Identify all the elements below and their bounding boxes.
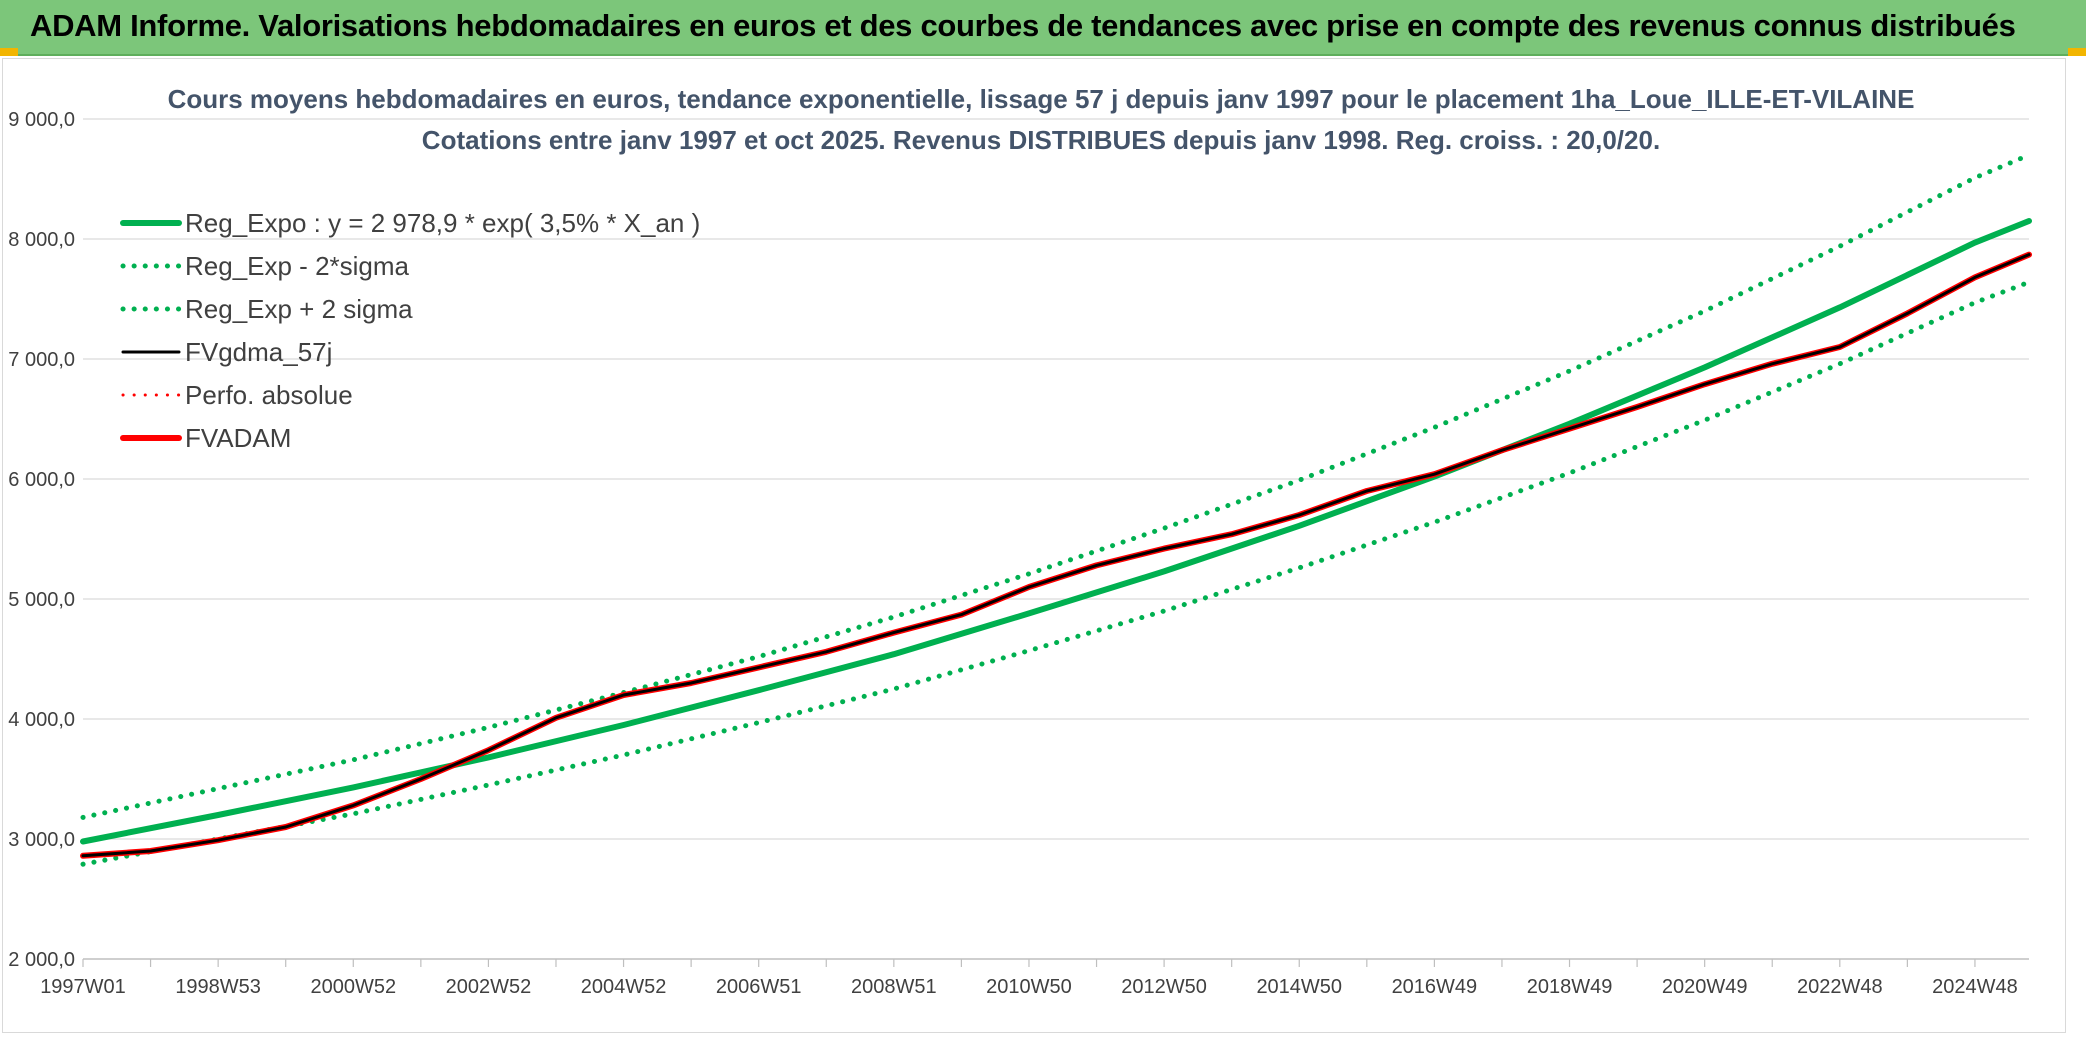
x-tick-label: 2018W49 [1527,976,1613,998]
x-tick-label: 2006W51 [716,976,802,998]
x-tick-label: 2024W48 [1932,976,2018,998]
y-tick-label: 4 000,0 [8,709,75,731]
x-tick-label: 2016W49 [1392,976,1478,998]
legend-label-2: Reg_Exp + 2 sigma [185,294,413,324]
legend-label-3: FVgdma_57j [185,337,332,367]
chart-subtitle: Cotations entre janv 1997 et oct 2025. R… [422,125,1660,155]
chart-title: Cours moyens hebdomadaires en euros, ten… [168,84,1915,114]
series-line-5 [80,251,2032,859]
series-line-4 [81,253,2031,859]
x-tick-label: 2012W50 [1121,976,1207,998]
series-line-1 [80,279,2032,867]
legend-label-1: Reg_Exp - 2*sigma [185,251,410,281]
legend-label-5: FVADAM [185,423,291,453]
y-tick-label: 5 000,0 [8,589,75,611]
x-tick-label: 2008W51 [851,976,937,998]
y-tick-label: 3 000,0 [8,829,75,851]
corner-marker-right [2068,48,2086,56]
corner-marker-left [0,48,18,56]
x-tick-label: 2000W52 [310,976,396,998]
x-tick-label: 2020W49 [1662,976,1748,998]
y-tick-label: 6 000,0 [8,469,75,491]
y-tick-label: 2 000,0 [8,949,75,971]
x-tick-label: 2002W52 [446,976,532,998]
legend-label-4: Perfo. absolue [185,380,353,410]
axes: 2 000,0 3 000,0 4 000,0 5 000,0 6 000,0 7 000… [8,109,2029,998]
x-tick-label: 1998W53 [175,976,261,998]
report-title: ADAM Informe. Valorisations hebdomadaire… [30,8,2016,43]
chart-area: 2 000,0 3 000,0 4 000,0 5 000,0 6 000,0 7 000… [2,58,2066,1033]
series-line-0 [80,218,2032,845]
series-line-2 [80,152,2032,820]
gridlines [83,118,2029,840]
y-tick-label: 7 000,0 [8,349,75,371]
legend: Reg_Expo : y = 2 978,9 * exp( 3,5% * X_a… [120,208,700,453]
trend-chart: 2 000,0 3 000,0 4 000,0 5 000,0 6 000,0 7 000… [8,84,2032,998]
x-tick-label: 2004W52 [581,976,667,998]
x-tick-label: 2014W50 [1256,976,1342,998]
x-tick-label: 2022W48 [1797,976,1883,998]
y-tick-label: 8 000,0 [8,229,75,251]
report-banner: ADAM Informe. Valorisations hebdomadaire… [0,0,2086,56]
y-tick-label: 9 000,0 [8,109,75,131]
series-lines [80,152,2032,867]
x-tick-label: 2010W50 [986,976,1072,998]
x-tick-label: 1997W01 [40,976,126,998]
series-line-3 [81,253,2031,858]
legend-label-0: Reg_Expo : y = 2 978,9 * exp( 3,5% * X_a… [185,208,700,238]
